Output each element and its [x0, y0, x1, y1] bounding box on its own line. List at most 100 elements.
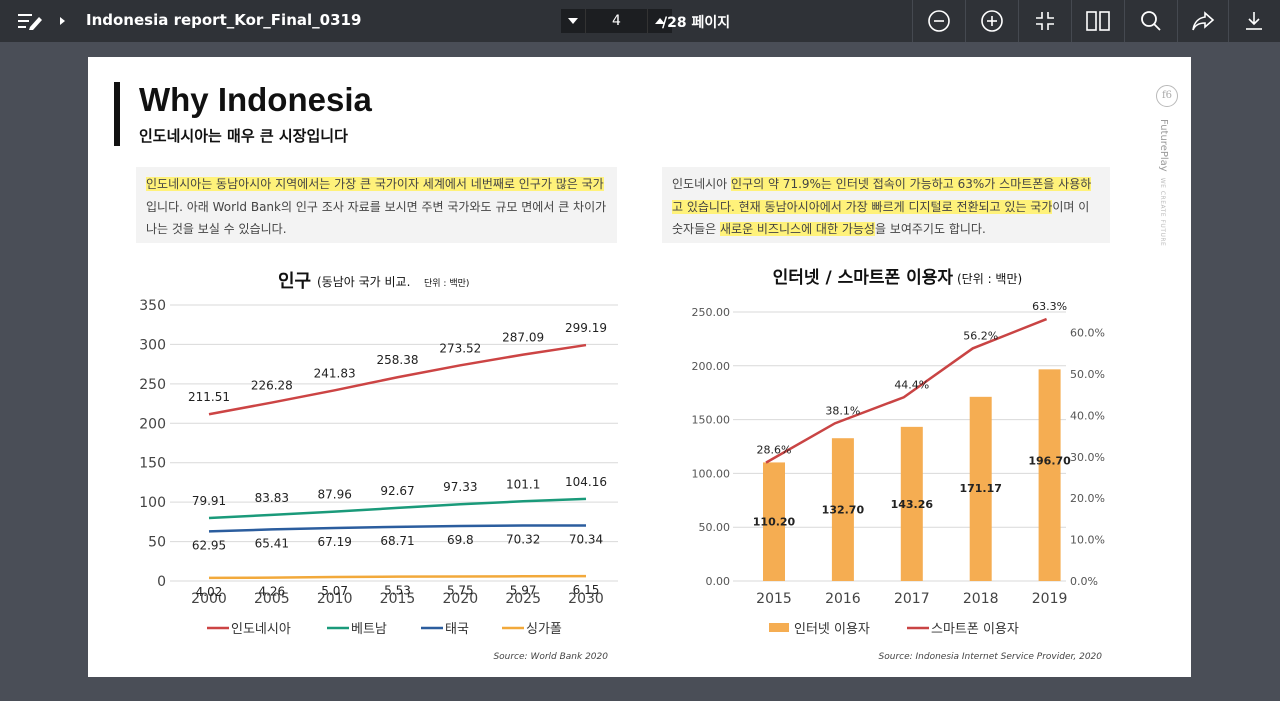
data-label: 226.28	[251, 379, 293, 393]
y-tick-label: 0	[157, 574, 166, 590]
y-tick-label-right: 50.0%	[1070, 368, 1105, 381]
data-label: 69.8	[447, 533, 474, 547]
data-label: 5.97	[510, 583, 537, 597]
series-line-2	[208, 524, 587, 533]
chart2-title: 인터넷 / 스마트폰 이용자	[773, 268, 954, 288]
chart2-unit: (단위 : 백만)	[957, 272, 1022, 286]
internet-users-chart: 인터넷 / 스마트폰 이용자 (단위 : 백만) 0.00 50.00 100.00…	[692, 268, 1105, 662]
y-tick-label-left: 250.00	[692, 306, 731, 319]
note-left: 인도네시아는 동남아시아 지역에서는 가장 큰 국가이자 세계에서 네번째로 인…	[136, 167, 617, 243]
series-line-0	[208, 343, 587, 416]
y-tick-label-right: 10.0%	[1070, 534, 1105, 547]
data-label: 5.53	[384, 584, 411, 598]
menu-edit-icon[interactable]	[14, 0, 48, 42]
y-tick-label-left: 150.00	[692, 414, 731, 427]
legend-label: 싱가폴	[526, 622, 562, 637]
data-label: 97.33	[443, 480, 477, 494]
data-label: 5.07	[321, 584, 348, 598]
title-accent-bar	[114, 82, 120, 146]
toolbar: Indonesia report_Kor_Final_0319 4 /28 페이…	[0, 0, 1280, 42]
page-number-input[interactable]: 4	[585, 8, 648, 33]
note-right-text-3: 을 보여주기도 합니다.	[874, 222, 986, 236]
x-tick-label: 2015	[380, 591, 416, 607]
y-tick-label-left: 200.00	[692, 360, 731, 373]
chart1-title: 인구	[278, 271, 311, 292]
search-icon[interactable]	[1125, 0, 1177, 42]
note-right-highlight-2: 새로운 비즈니스에 대한 가능성	[719, 222, 875, 236]
data-label: 92.67	[380, 484, 414, 498]
bar-label: 171.17	[959, 482, 1001, 495]
document-title: Indonesia report_Kor_Final_0319	[86, 11, 362, 29]
y-tick-label: 200	[139, 416, 166, 432]
data-label: 68.71	[380, 534, 414, 548]
note-left-highlight-2: 가	[592, 177, 604, 191]
legend-label: 인도네시아	[231, 622, 291, 637]
y-tick-label: 250	[139, 377, 166, 393]
data-label: 4.02	[196, 585, 223, 599]
line-label: 44.4%	[894, 378, 929, 391]
data-label: 83.83	[255, 491, 289, 505]
data-label: 62.95	[192, 538, 226, 552]
divider	[1124, 0, 1125, 42]
chart2-source: Source: Indonesia Internet Service Provi…	[879, 652, 1103, 662]
data-label: 241.83	[314, 366, 356, 380]
x-tick-label: 2019	[1032, 591, 1068, 607]
y-tick-label-right: 30.0%	[1070, 451, 1105, 464]
two-page-icon[interactable]	[1072, 0, 1124, 42]
series-line-1	[208, 497, 587, 520]
line-label: 56.2%	[963, 329, 998, 342]
bar	[900, 426, 923, 581]
page-total: /28 페이지	[662, 15, 731, 31]
data-label: 258.38	[377, 353, 419, 367]
chart1-source: Source: World Bank 2020	[493, 652, 608, 662]
y-tick-label-right: 0.0%	[1070, 575, 1098, 588]
y-tick-label-left: 100.00	[692, 467, 731, 480]
slide-subtitle: 인도네시아는 매우 큰 시장입니다	[139, 127, 348, 145]
smartphone-line	[765, 317, 1048, 464]
chart1-unit: 단위 : 백만)	[424, 278, 469, 289]
y-tick-label: 100	[139, 495, 166, 511]
data-label: 273.52	[439, 341, 481, 355]
zoom-in-icon[interactable]	[966, 0, 1018, 42]
x-tick-label: 2018	[963, 591, 999, 607]
divider	[1177, 0, 1178, 42]
divider	[1228, 0, 1229, 42]
x-tick-label: 2020	[443, 591, 479, 607]
data-label: 67.19	[317, 535, 351, 549]
population-chart: 인구 (동남아 국가 비교. 단위 : 백만) 0 50 100 150 200 250 3…	[139, 271, 618, 662]
download-icon[interactable]	[1229, 0, 1279, 42]
note-right-highlight-1: 인구의 약 71.9%는 인터넷 접속이 가능하고 63%가 스마트폰을 사용하…	[672, 177, 1092, 214]
data-label: 65.41	[255, 536, 289, 550]
bar	[831, 438, 854, 581]
bar	[763, 462, 785, 581]
next-page-button[interactable]	[561, 8, 585, 33]
x-tick-label: 2025	[505, 591, 541, 607]
bar	[1038, 369, 1061, 581]
y-tick-label-left: 0.00	[706, 575, 731, 588]
legend-label: 스마트폰 이용자	[931, 622, 1019, 637]
y-tick-label: 300	[139, 337, 166, 353]
note-left-text: 입니다. 아래 World Bank의 인구 조사 자료를 보시면 주변 국가와…	[146, 199, 607, 237]
data-label: 87.96	[317, 488, 351, 502]
x-tick-label: 2016	[825, 591, 861, 607]
data-label: 101.1	[506, 477, 540, 491]
divider	[965, 0, 966, 42]
line-label: 28.6%	[757, 444, 792, 457]
x-tick-label: 2015	[756, 591, 792, 607]
fit-icon[interactable]	[1019, 0, 1071, 42]
x-tick-label: 2030	[568, 591, 604, 607]
note-right-text-2: 이며 이 숫자들은	[672, 199, 1090, 237]
x-tick-label: 2005	[254, 591, 290, 607]
chart1-subtitle: (동남아 국가 비교.	[317, 275, 410, 289]
zoom-out-icon[interactable]	[913, 0, 965, 42]
legend-label: 베트남	[351, 622, 387, 637]
slide-page: Why Indonesia 인도네시아는 매우 큰 시장입니다 f6 Futur…	[88, 57, 1191, 677]
chevron-down-icon	[568, 17, 578, 24]
caret-right-icon[interactable]	[56, 0, 70, 42]
brand-tagline: WE CREATE FUTURE	[1159, 177, 1166, 247]
share-icon[interactable]	[1178, 0, 1228, 42]
prev-page-button[interactable]	[648, 8, 672, 33]
bar-label: 110.20	[753, 516, 796, 529]
bar-label: 143.26	[891, 498, 934, 511]
data-label: 4.26	[258, 585, 285, 599]
